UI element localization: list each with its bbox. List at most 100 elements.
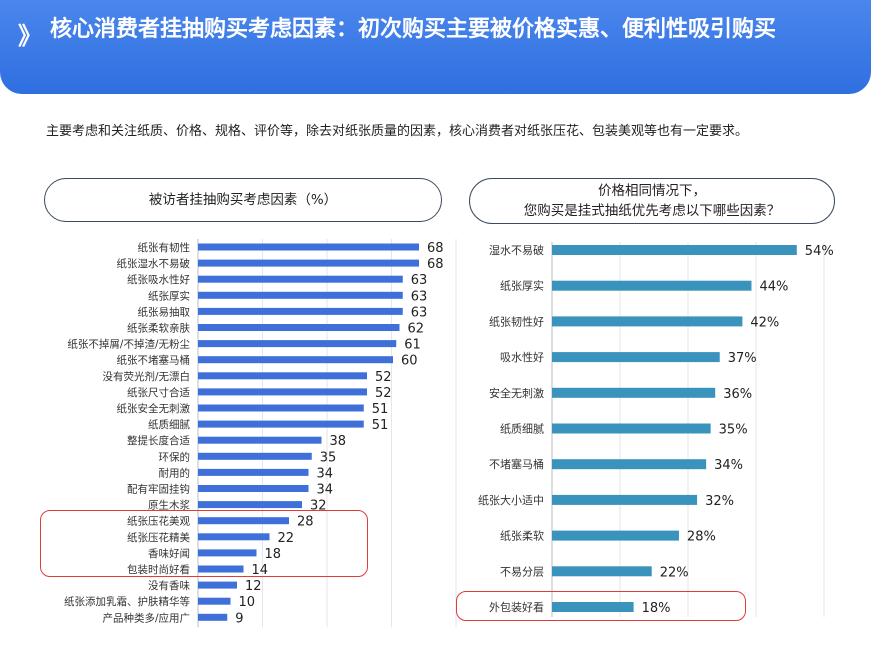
bar (198, 581, 237, 589)
category-label: 纸张添加乳霜、护肤精华等 (64, 595, 190, 608)
category-label: 产品种类多/应用广 (102, 611, 190, 624)
data-label: 61 (404, 338, 421, 353)
data-label: 22% (660, 565, 689, 580)
category-label: 纸张柔软亲肤 (127, 322, 190, 335)
category-label: 包装时尚好看 (127, 563, 190, 576)
data-label: 42% (750, 315, 779, 330)
data-label: 35% (719, 423, 748, 438)
category-label: 湿水不易破 (489, 243, 544, 257)
data-label: 52 (375, 370, 392, 385)
data-label: 68 (427, 241, 444, 256)
right-chart-title: 价格相同情况下， 您购买是挂式抽纸优先考虑以下哪些因素？ (469, 178, 835, 224)
bar (198, 597, 231, 605)
bar (198, 307, 403, 315)
data-label: 62 (408, 322, 425, 337)
category-label: 吸水性好 (500, 350, 544, 364)
data-label: 9 (235, 611, 243, 626)
bar (198, 517, 289, 525)
data-label: 36% (723, 387, 752, 402)
category-label: 原生木浆 (148, 499, 190, 512)
bar (552, 566, 652, 577)
category-label: 纸张湿水不易破 (117, 257, 191, 270)
bar (552, 494, 698, 505)
category-label: 配有牢固挂钩 (127, 483, 190, 496)
bar (198, 501, 302, 509)
data-label: 44% (759, 280, 788, 295)
category-label: 纸张不堵塞马桶 (117, 354, 191, 367)
bar (552, 387, 716, 398)
data-label: 18 (265, 547, 282, 562)
category-label: 整提长度合适 (127, 434, 190, 447)
data-label: 28% (687, 530, 716, 545)
bar (198, 533, 270, 541)
bar (198, 452, 312, 460)
category-label: 纸张柔软 (500, 529, 544, 543)
bar (552, 602, 634, 612)
bar (198, 291, 403, 299)
data-label: 38 (330, 434, 347, 449)
category-label: 纸质细腻 (500, 423, 544, 436)
category-label: 纸张厚实 (500, 279, 544, 293)
data-label: 22 (278, 531, 295, 546)
category-label: 香味好闻 (148, 547, 190, 560)
header-banner: 》 核心消费者挂抽购买考虑因素：初次购买主要被价格实惠、便利性吸引购买 (0, 0, 871, 94)
category-label: 纸张厚实 (148, 289, 190, 302)
data-label: 12 (245, 579, 262, 594)
bar (198, 259, 419, 267)
category-label: 纸张易抽取 (138, 305, 191, 318)
data-label: 37% (728, 351, 757, 366)
data-label: 34 (317, 466, 334, 481)
right-highlight-box (456, 591, 746, 621)
category-label: 没有荧光剂/无漂白 (102, 370, 190, 383)
bar (552, 352, 720, 363)
category-label: 纸张压花美观 (127, 515, 190, 528)
data-label: 51 (372, 418, 389, 433)
data-label: 63 (411, 273, 428, 288)
data-label: 35 (320, 450, 337, 465)
bar (198, 549, 257, 557)
page-title: 核心消费者挂抽购买考虑因素：初次购买主要被价格实惠、便利性吸引购买 (50, 17, 777, 42)
category-label: 纸张压花精美 (127, 531, 190, 544)
category-label: 纸张大小适中 (478, 493, 544, 507)
category-label: 安全无刺激 (489, 386, 544, 400)
left-highlight-box (40, 510, 368, 577)
bar (198, 420, 364, 428)
bar (198, 468, 309, 476)
category-label: 纸张韧性好 (489, 314, 544, 328)
data-label: 63 (411, 289, 428, 304)
bar (198, 340, 397, 348)
data-label: 51 (372, 402, 389, 417)
data-label: 54% (805, 244, 834, 259)
category-label: 纸质细腻 (148, 418, 190, 431)
category-label: 环保的 (159, 450, 191, 463)
data-label: 34% (714, 458, 743, 473)
bar (198, 565, 244, 573)
bar (552, 245, 797, 255)
data-label: 63 (411, 305, 428, 320)
bar (198, 485, 309, 492)
bar (198, 356, 393, 364)
category-label: 不堵塞马桶 (489, 457, 544, 471)
bar (552, 530, 679, 541)
data-label: 14 (252, 563, 269, 578)
bar (198, 388, 367, 396)
bar (198, 324, 400, 331)
bar (198, 243, 419, 251)
category-label: 纸张吸水性好 (127, 273, 190, 286)
data-label: 52 (375, 386, 392, 401)
bar (552, 423, 711, 434)
bar (552, 280, 752, 291)
category-label: 纸张有韧性 (138, 241, 191, 254)
data-label: 32 (310, 499, 327, 514)
data-label: 60 (401, 354, 418, 369)
bar (198, 404, 364, 412)
data-label: 18% (642, 601, 671, 616)
category-label: 外包装好看 (489, 600, 544, 614)
left-chart-title: 被访者挂抽购买考虑因素（%） (44, 178, 442, 222)
bar (198, 275, 403, 283)
category-label: 不易分层 (500, 565, 544, 578)
category-label: 纸张尺寸合适 (127, 386, 190, 399)
bar (552, 316, 743, 327)
